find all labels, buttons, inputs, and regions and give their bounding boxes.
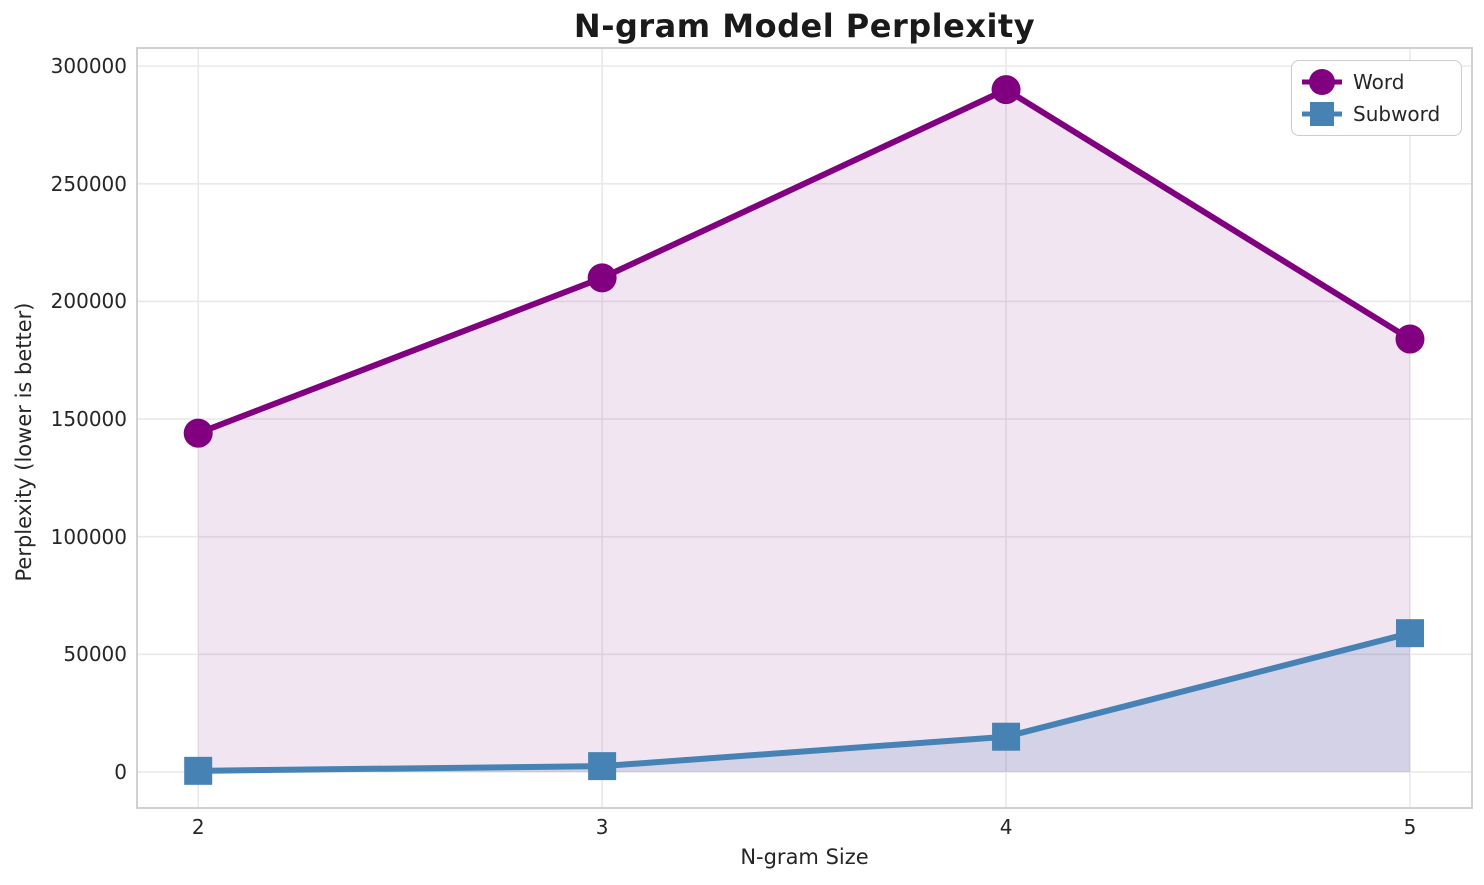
y-tick-label-300000: 300000: [50, 54, 127, 79]
y-tick-label-50000: 50000: [63, 642, 127, 667]
word-point-5: [1395, 324, 1425, 354]
word-area-fill: [198, 89, 1410, 773]
subword-point-4: [992, 722, 1021, 751]
y-tick-label-200000: 200000: [50, 289, 127, 314]
word-point-3: [587, 263, 617, 293]
subword-line-square-marker-icon: [1302, 102, 1342, 126]
legend: Word Subword: [1291, 60, 1462, 136]
word-line-circle-marker-icon: [1302, 69, 1342, 95]
y-tick-label-0: 0: [114, 760, 127, 784]
y-tick-label-100000: 100000: [50, 524, 127, 549]
plot-border: [136, 47, 1473, 809]
y-tick-label-250000: 250000: [50, 171, 127, 196]
chart-title: N-gram Model Perplexity: [573, 7, 1036, 45]
subword-point-3: [588, 752, 617, 781]
y-axis-label: Perplexity (lower is better): [12, 302, 36, 582]
x-tick-label-3: 3: [595, 815, 609, 839]
legend-item-subword: Subword: [1300, 99, 1451, 129]
legend-item-word: Word: [1300, 67, 1451, 97]
subword-point-5: [1395, 619, 1424, 648]
subword-point-2: [184, 756, 213, 785]
legend-label-subword: Subword: [1353, 102, 1441, 126]
word-line: [195, 86, 1413, 437]
x-tick-label-2: 2: [191, 815, 205, 839]
subword-line: [195, 630, 1413, 774]
word-point-2: [183, 418, 213, 448]
subword-area-fill: [198, 633, 1410, 772]
x-axis-label: N-gram Size: [740, 845, 869, 869]
word-point-4: [991, 75, 1021, 105]
x-tick-label-4: 4: [999, 815, 1013, 839]
y-tick-label-150000: 150000: [50, 407, 127, 432]
x-tick-label-5: 5: [1403, 815, 1417, 839]
legend-label-word: Word: [1353, 70, 1405, 94]
